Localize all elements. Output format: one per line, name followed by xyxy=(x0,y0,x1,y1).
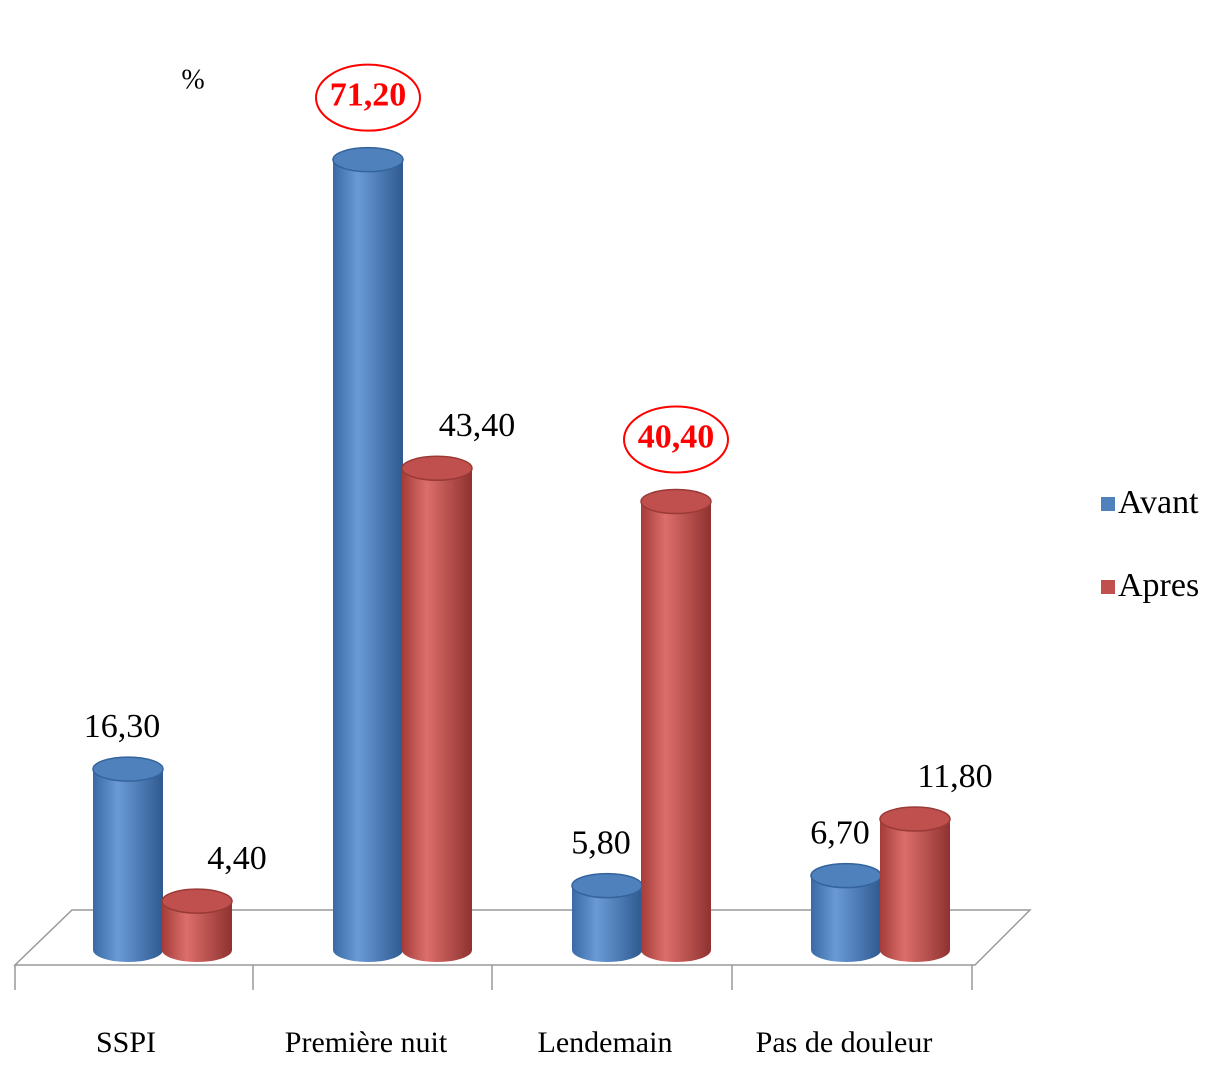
bar-body xyxy=(880,819,950,962)
x-tick-label: SSPI xyxy=(96,1026,156,1059)
bar xyxy=(401,455,473,962)
bar-top xyxy=(401,455,473,482)
x-tick-label: Pas de douleur xyxy=(756,1026,933,1059)
value-label: 16,30 xyxy=(84,708,161,745)
bar-top xyxy=(879,806,951,832)
bar-body xyxy=(641,501,711,962)
value-label: 71,20 xyxy=(330,76,407,113)
bar-top xyxy=(92,756,164,782)
value-label: 11,80 xyxy=(917,758,992,795)
bar xyxy=(571,872,643,962)
value-label: 40,40 xyxy=(638,418,715,455)
bar-top xyxy=(640,488,712,515)
highlight-ring xyxy=(623,405,729,474)
legend-label: Avant xyxy=(1118,484,1199,521)
bar-top xyxy=(571,872,643,899)
value-label: 6,70 xyxy=(810,814,870,851)
bar-body xyxy=(811,875,881,962)
bar xyxy=(879,806,951,962)
bar xyxy=(810,862,882,962)
highlight-ring xyxy=(315,63,421,132)
value-label: 4,40 xyxy=(207,840,267,877)
bar-top xyxy=(332,146,404,173)
bar-top xyxy=(161,888,233,914)
bar-top xyxy=(810,862,882,889)
bar-body xyxy=(402,468,472,962)
bar-body xyxy=(93,769,163,962)
bar-body xyxy=(572,885,642,962)
bar xyxy=(332,146,404,962)
legend-label: Apres xyxy=(1118,567,1199,604)
y-label: % xyxy=(181,64,204,95)
legend-swatch xyxy=(1101,580,1115,594)
value-label: 43,40 xyxy=(439,407,516,444)
bar-body xyxy=(333,159,403,962)
x-tick-label: Première nuit xyxy=(285,1026,448,1059)
value-label: 5,80 xyxy=(571,824,631,861)
x-tick-label: Lendemain xyxy=(538,1026,673,1059)
bar xyxy=(161,888,233,962)
legend-swatch xyxy=(1101,497,1115,511)
bar xyxy=(92,756,164,962)
bar-body xyxy=(162,901,232,962)
bar xyxy=(640,488,712,962)
